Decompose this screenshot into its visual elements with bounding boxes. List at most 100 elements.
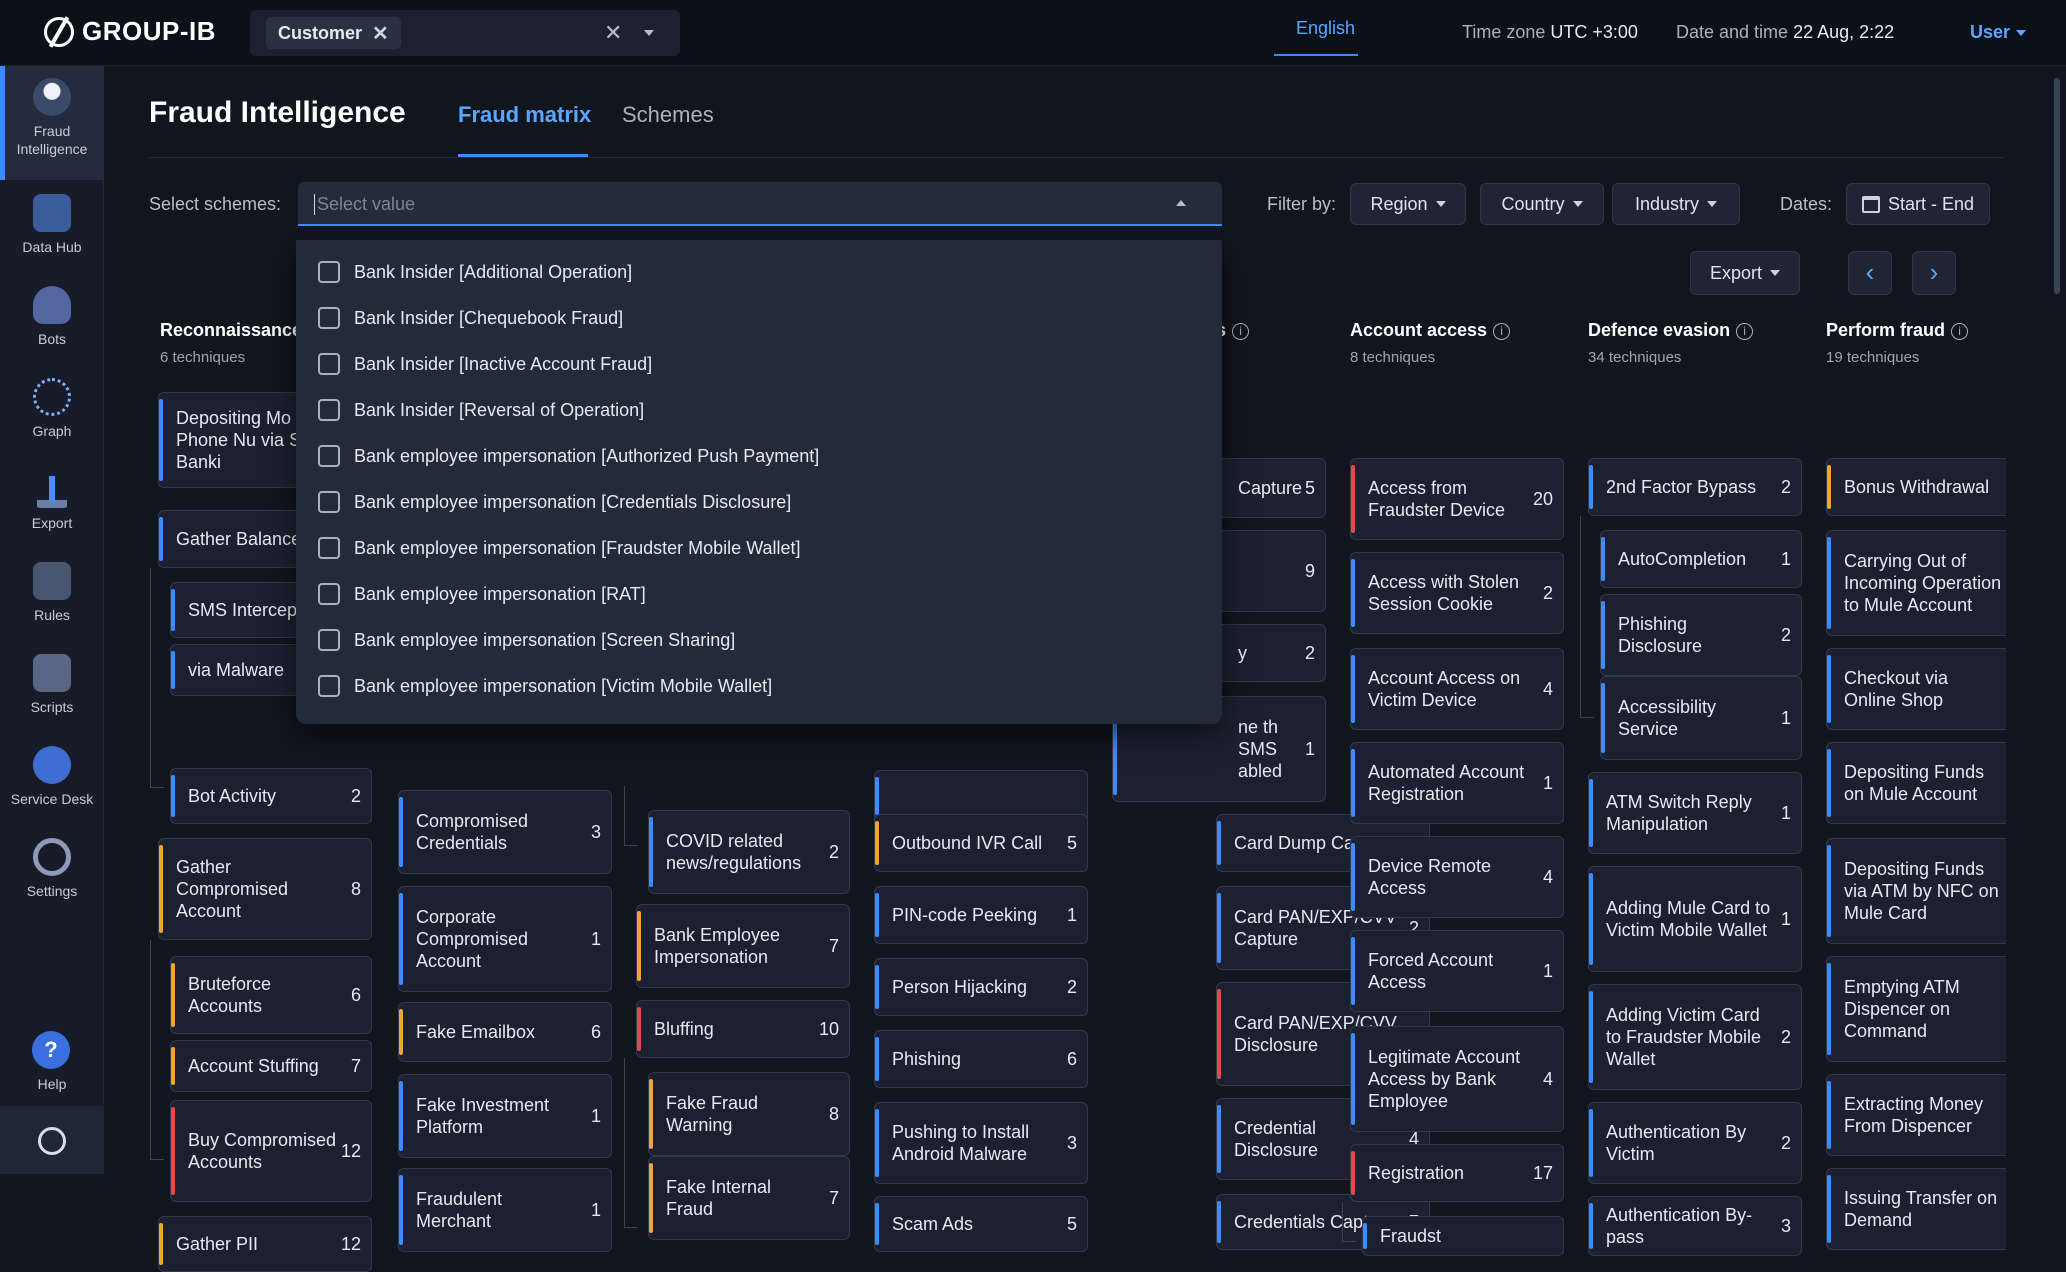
checkbox[interactable] — [318, 307, 340, 329]
sidebar-item-service-desk[interactable]: Service Desk — [0, 746, 104, 808]
checkbox[interactable] — [318, 491, 340, 513]
export-button[interactable]: Export — [1690, 251, 1800, 295]
dropdown-option[interactable]: Bank Insider [Additional Operation] — [318, 254, 632, 290]
technique-card[interactable]: Fake Fraud Warning 8 — [648, 1072, 850, 1156]
technique-card[interactable]: Fraudst — [1362, 1216, 1564, 1256]
technique-card[interactable]: Registration 17 — [1350, 1144, 1564, 1202]
sidebar-item-scripts[interactable]: Scripts — [0, 654, 104, 716]
technique-card[interactable]: Bank Employee Impersonation 7 — [636, 904, 850, 988]
technique-card[interactable]: 2nd Factor Bypass 2 — [1588, 458, 1802, 516]
technique-card[interactable]: Depositing Funds on Mule Account — [1826, 742, 2006, 824]
dropdown-option[interactable]: Bank Insider [Inactive Account Fraud] — [318, 346, 652, 382]
chevron-down-icon[interactable] — [644, 30, 654, 36]
scroll-left-button[interactable]: ‹ — [1848, 251, 1892, 295]
technique-card[interactable]: Pushing to Install Android Malware 3 — [874, 1102, 1088, 1184]
technique-card[interactable]: Checkout via Online Shop — [1826, 648, 2006, 730]
technique-card[interactable]: Legitimate Account Access by Bank Employ… — [1350, 1026, 1564, 1132]
chevron-up-icon[interactable] — [1176, 200, 1186, 206]
technique-card[interactable]: Automated Account Registration 1 — [1350, 742, 1564, 824]
dropdown-option[interactable]: Bank employee impersonation [RAT] — [318, 576, 646, 612]
region-filter[interactable]: Region — [1350, 183, 1466, 225]
technique-card[interactable]: Access from Fraudster Device 20 — [1350, 458, 1564, 540]
dropdown-option[interactable]: Bank employee impersonation [Credentials… — [318, 484, 791, 520]
checkbox[interactable] — [318, 629, 340, 651]
date-range-picker[interactable]: Start - End — [1846, 183, 1990, 225]
technique-card[interactable]: Forced Account Access 1 — [1350, 930, 1564, 1012]
technique-card[interactable]: ATM Switch Reply Manipulation 1 — [1588, 772, 1802, 854]
sidebar-item-graph[interactable]: Graph — [0, 378, 104, 440]
country-filter[interactable]: Country — [1480, 183, 1604, 225]
scroll-right-button[interactable]: › — [1912, 251, 1956, 295]
technique-card[interactable]: Outbound IVR Call 5 — [874, 814, 1088, 872]
technique-card[interactable]: Carrying Out of Incoming Operation to Mu… — [1826, 530, 2006, 636]
checkbox[interactable] — [318, 537, 340, 559]
tab-fraud-matrix[interactable]: Fraud matrix — [458, 102, 592, 127]
select-schemes-input[interactable]: Select value — [298, 182, 1222, 226]
technique-card[interactable]: Adding Mule Card to Victim Mobile Wallet… — [1588, 866, 1802, 972]
dropdown-option[interactable]: Bank employee impersonation [Authorized … — [318, 438, 819, 474]
remove-chip-icon[interactable]: ✕ — [372, 22, 389, 45]
technique-card[interactable]: Scam Ads 5 — [874, 1196, 1088, 1252]
checkbox[interactable] — [318, 399, 340, 421]
technique-card[interactable]: Compromised Credentials 3 — [398, 790, 612, 874]
info-icon[interactable]: i — [1736, 322, 1754, 340]
technique-card[interactable]: Corporate Compromised Account 1 — [398, 886, 612, 992]
technique-card[interactable]: Emptying ATM Dispencer on Command — [1826, 956, 2006, 1062]
scope-chip[interactable]: Customer ✕ — [266, 17, 401, 49]
logo[interactable]: GROUP-IB — [44, 16, 216, 47]
technique-card[interactable]: Extracting Money From Dispencer — [1826, 1074, 2006, 1156]
technique-card[interactable]: Bluffing 10 — [636, 1000, 850, 1058]
technique-card[interactable]: Bot Activity 2 — [170, 768, 372, 824]
help-icon[interactable]: ? — [32, 1031, 70, 1069]
info-icon[interactable]: i — [1493, 322, 1511, 340]
technique-card[interactable]: Fake Emailbox 6 — [398, 1002, 612, 1062]
technique-card[interactable]: AutoCompletion 1 — [1600, 530, 1802, 588]
technique-card[interactable]: Device Remote Access 4 — [1350, 836, 1564, 918]
technique-card[interactable]: Phishing Disclosure 2 — [1600, 594, 1802, 676]
dropdown-option[interactable]: Bank employee impersonation [Victim Mobi… — [318, 668, 772, 704]
dropdown-option[interactable]: Bank Insider [Reversal of Operation] — [318, 392, 644, 428]
scope-selector[interactable]: Customer ✕ ✕ — [250, 10, 680, 56]
info-icon[interactable]: i — [1951, 322, 1969, 340]
technique-card[interactable]: Authentication By-pass 3 — [1588, 1196, 1802, 1256]
technique-card[interactable]: Phishing 6 — [874, 1030, 1088, 1088]
industry-filter[interactable]: Industry — [1612, 183, 1740, 225]
technique-card[interactable]: Person Hijacking 2 — [874, 958, 1088, 1016]
dropdown-option[interactable]: Bank Insider [Chequebook Fraud] — [318, 300, 623, 336]
sidebar-item-export[interactable]: Export — [0, 470, 104, 532]
technique-card[interactable]: Issuing Transfer on Demand — [1826, 1168, 2006, 1250]
group-ib-mark-icon[interactable] — [38, 1127, 66, 1155]
checkbox[interactable] — [318, 261, 340, 283]
checkbox[interactable] — [318, 353, 340, 375]
technique-card[interactable]: Account Access on Victim Device 4 — [1350, 648, 1564, 730]
technique-card[interactable]: Buy Compromised Accounts 12 — [170, 1100, 372, 1202]
technique-card[interactable]: Bruteforce Accounts 6 — [170, 956, 372, 1034]
sidebar-item-data-hub[interactable]: Data Hub — [0, 194, 104, 256]
technique-card[interactable]: Gather Compromised Account 8 — [158, 838, 372, 940]
sidebar-item-fraud-intelligence[interactable]: Fraud Intelligence — [0, 66, 104, 180]
info-icon[interactable]: i — [1232, 322, 1250, 340]
technique-card[interactable]: COVID related news/regulations 2 — [648, 810, 850, 894]
technique-card[interactable]: Gather PII 12 — [158, 1216, 372, 1272]
technique-card[interactable]: Fake Internal Fraud 7 — [648, 1156, 850, 1240]
sidebar-item-bots[interactable]: Bots — [0, 286, 104, 348]
technique-card[interactable]: Fake Investment Platform 1 — [398, 1074, 612, 1158]
checkbox[interactable] — [318, 583, 340, 605]
technique-card[interactable] — [874, 770, 1088, 822]
sidebar-item-settings[interactable]: Settings — [0, 838, 104, 900]
technique-card[interactable]: Access with Stolen Session Cookie 2 — [1350, 552, 1564, 634]
checkbox[interactable] — [318, 445, 340, 467]
page-scrollbar[interactable] — [2054, 78, 2060, 294]
dropdown-option[interactable]: Bank employee impersonation [Screen Shar… — [318, 622, 735, 658]
user-menu[interactable]: User — [1970, 22, 2026, 43]
technique-card[interactable]: PIN-code Peeking 1 — [874, 886, 1088, 944]
clear-icon[interactable]: ✕ — [604, 20, 623, 45]
checkbox[interactable] — [318, 675, 340, 697]
technique-card[interactable]: Authentication By Victim 2 — [1588, 1102, 1802, 1184]
technique-card[interactable]: Depositing Funds via ATM by NFC on Mule … — [1826, 838, 2006, 944]
technique-card[interactable]: Accessibility Service 1 — [1600, 676, 1802, 760]
tab-schemes[interactable]: Schemes — [622, 102, 714, 127]
technique-card[interactable]: Account Stuffing 7 — [170, 1040, 372, 1092]
language-tab[interactable]: English — [1296, 18, 1356, 38]
technique-card[interactable]: Fraudulent Merchant 1 — [398, 1168, 612, 1252]
